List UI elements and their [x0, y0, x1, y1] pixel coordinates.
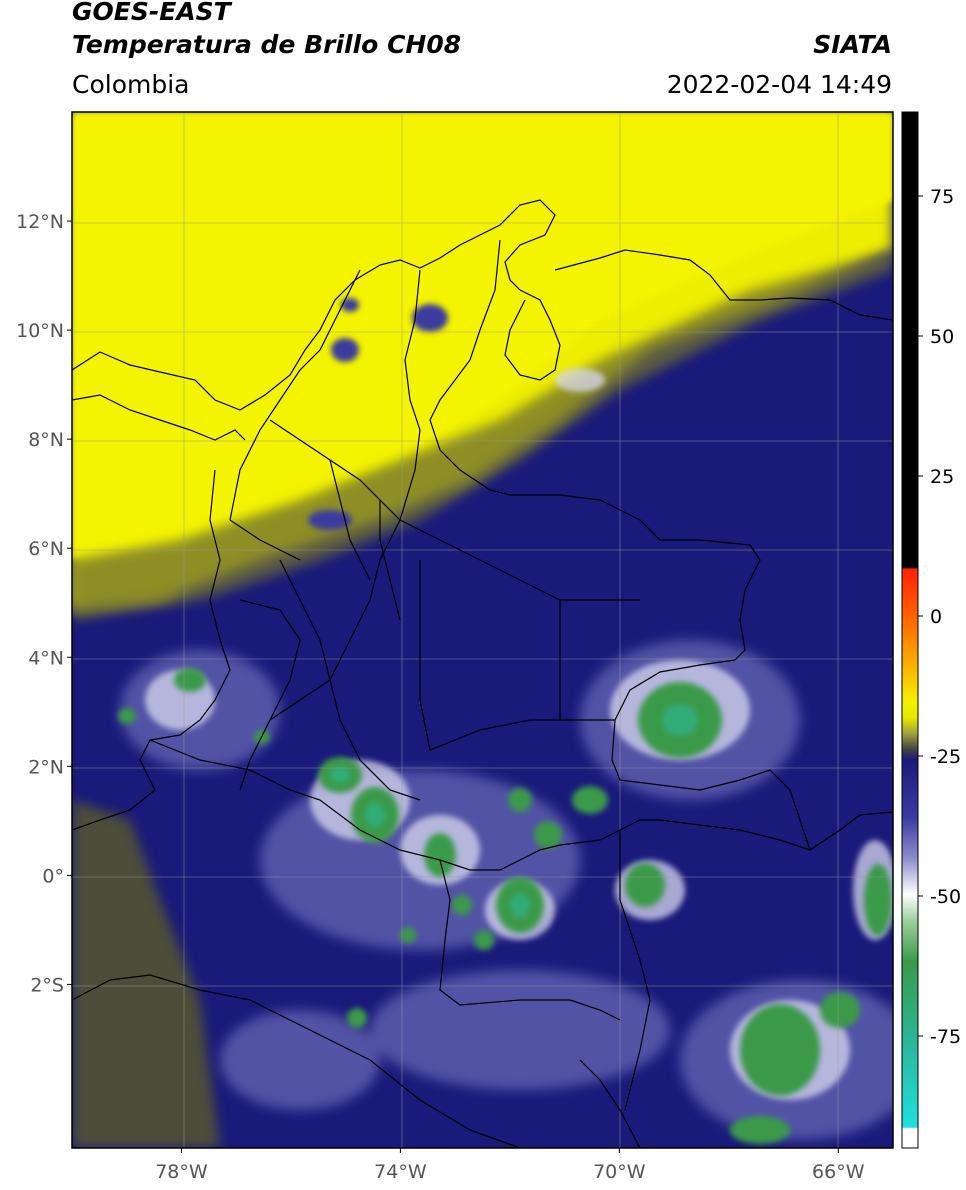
lat-tick-label: 12°N: [16, 211, 64, 233]
region-label: Colombia: [72, 70, 190, 99]
satellite-imagery: [72, 112, 893, 1148]
colorbar: 75 50 25 0 -25 -50 -75: [901, 111, 961, 1149]
colorbar-tick-label: 50: [930, 326, 954, 348]
lon-tick-label: 66°W: [812, 1161, 865, 1183]
colorbar-tick-label: 75: [930, 186, 954, 208]
colorbar-tick-label: -50: [930, 886, 961, 908]
latitude-ticks: 12°N 10°N 8°N 6°N 4°N 2°N 0° 2°S: [16, 211, 72, 996]
graticule: [72, 112, 893, 1148]
colorbar-ticks: 75 50 25 0 -25 -50 -75: [918, 186, 961, 1048]
colorbar-tick-label: 0: [930, 606, 942, 628]
lon-tick-label: 78°W: [155, 1161, 208, 1183]
boundaries: [72, 199, 893, 1148]
lat-tick-label: 8°N: [28, 429, 64, 451]
colorbar-tick-label: 25: [930, 466, 954, 488]
lon-tick-label: 74°W: [374, 1161, 427, 1183]
colorbar-tick-label: -75: [930, 1026, 961, 1048]
lat-tick-label: 0°: [42, 865, 64, 887]
lat-tick-label: 6°N: [28, 538, 64, 560]
brand-label: SIATA: [813, 30, 892, 59]
timestamp-label: 2022-02-04 14:49: [666, 70, 892, 99]
colorbar-frame: [901, 111, 919, 1149]
longitude-ticks: 78°W 74°W 70°W 66°W: [155, 1148, 865, 1183]
lat-tick-label: 10°N: [16, 320, 64, 342]
satellite-title: GOES-EAST: [72, 0, 231, 26]
lat-tick-label: 2°N: [28, 756, 64, 778]
colorbar-gradient: [902, 112, 918, 1148]
lon-tick-label: 70°W: [593, 1161, 646, 1183]
colorbar-tick-label: -25: [930, 746, 961, 768]
lat-tick-label: 2°S: [30, 974, 64, 996]
map-frame: [71, 111, 894, 1149]
lat-tick-label: 4°N: [28, 647, 64, 669]
product-title: Temperatura de Brillo CH08: [72, 30, 462, 59]
